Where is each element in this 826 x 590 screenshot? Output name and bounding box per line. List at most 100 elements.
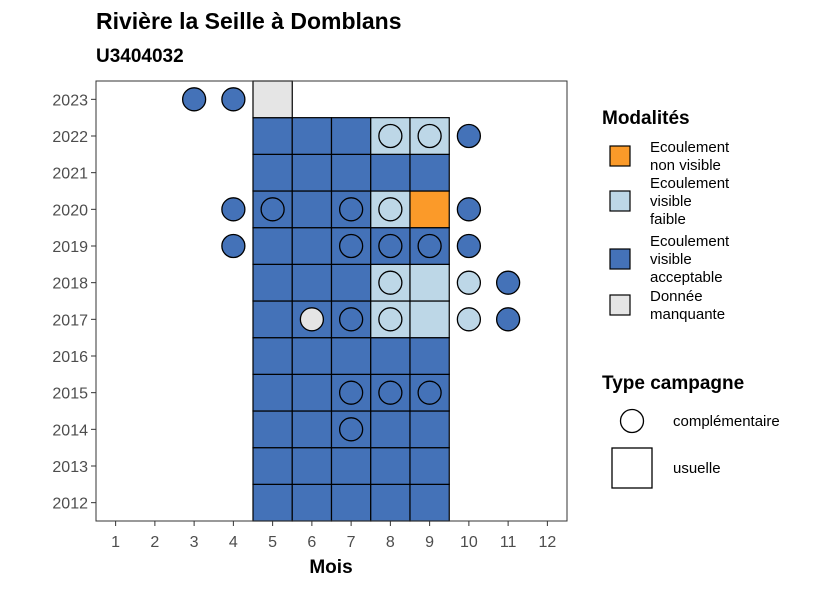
legend-key-visible_faible: [609, 190, 631, 212]
legend-label-non_visible: Ecoulement non visible: [650, 139, 730, 174]
x-tick-label-3: 3: [190, 534, 199, 551]
x-tick-label-9: 9: [425, 534, 434, 551]
y-tick-label-2017: 2017: [52, 312, 88, 329]
tile-2012-9: [409, 483, 450, 522]
tile-2018-6: [291, 263, 333, 302]
tile-2018-5: [252, 263, 293, 302]
tile-2021-6: [291, 153, 333, 192]
x-tick-label-2: 2: [150, 534, 159, 551]
y-tick-label-2023: 2023: [52, 92, 88, 109]
tile-2012-7: [330, 483, 372, 522]
usual-campaign-tiles: [252, 80, 450, 522]
y-tick-label-2018: 2018: [52, 276, 88, 293]
tile-2023-5: [252, 80, 293, 119]
legend-label-visible_acceptable: Ecoulement visible acceptable: [650, 233, 730, 286]
tile-2014-6: [291, 410, 333, 449]
tile-2016-6: [291, 337, 333, 375]
x-tick-label-4: 4: [229, 534, 238, 551]
legend-title-type: Type campagne: [602, 373, 744, 394]
point-2019-9: [417, 233, 442, 259]
tile-2019-6: [291, 227, 333, 265]
legend-label-visible_faible: Ecoulement visible faible: [650, 175, 730, 228]
x-tick-label-12: 12: [538, 534, 556, 551]
tile-2014-9: [409, 410, 450, 449]
x-tick-label-6: 6: [307, 534, 316, 551]
point-2023-4: [221, 87, 246, 112]
tile-2013-9: [409, 447, 450, 485]
legend-type: complémentaire usuelle: [611, 408, 780, 489]
point-2019-8: [378, 233, 403, 259]
y-tick-label-2016: 2016: [52, 349, 88, 366]
legend-key-manquante: [609, 294, 631, 316]
tile-2021-7: [330, 153, 372, 192]
point-2017-7: [338, 307, 364, 332]
point-2018-11: [495, 270, 521, 295]
legend-key-usuelle: [611, 447, 653, 489]
y-tick-label-2013: 2013: [52, 459, 88, 476]
tile-2016-5: [252, 337, 293, 375]
x-axis: 1 2 3 4 5 6 7 8 9 10 11 12: [111, 521, 556, 551]
tile-2022-7: [330, 117, 372, 155]
point-2020-7: [338, 197, 364, 222]
legend-key-complementaire: [619, 408, 645, 434]
tile-2012-6: [291, 483, 333, 522]
y-tick-label-2019: 2019: [52, 239, 88, 256]
point-2022-9: [417, 123, 442, 149]
tile-2022-6: [291, 117, 333, 155]
legend-title-modalites: Modalités: [602, 108, 690, 129]
chart-title: Rivière la Seille à Domblans: [96, 8, 402, 34]
point-2015-8: [378, 380, 403, 405]
tile-2013-8: [370, 447, 411, 485]
point-2018-10: [456, 270, 482, 295]
point-2023-3: [181, 87, 207, 112]
y-tick-label-2021: 2021: [52, 166, 88, 183]
point-2014-7: [338, 417, 364, 442]
x-tick-label-10: 10: [460, 534, 478, 551]
point-2017-8: [378, 307, 403, 332]
point-2017-6: [299, 307, 325, 332]
x-tick-label-1: 1: [111, 534, 120, 551]
tile-2017-5: [252, 300, 293, 339]
point-2018-8: [378, 270, 403, 295]
point-2020-5: [260, 197, 285, 222]
tile-2019-5: [252, 227, 293, 265]
y-tick-label-2020: 2020: [52, 202, 88, 219]
point-2015-7: [338, 380, 364, 405]
point-2020-10: [456, 197, 482, 222]
point-2022-10: [456, 123, 482, 149]
point-2020-4: [221, 197, 246, 222]
tile-2013-5: [252, 447, 293, 485]
y-tick-label-2015: 2015: [52, 386, 88, 403]
tile-2021-8: [370, 153, 411, 192]
tile-2012-8: [370, 483, 411, 522]
y-axis: 2012 2013 2014 2015 2016 2017 2018 2019 2020 2021…: [52, 92, 96, 513]
x-tick-label-8: 8: [386, 534, 395, 551]
x-axis-title: Mois: [309, 557, 352, 578]
tile-2016-9: [409, 337, 450, 375]
point-2019-7: [338, 233, 364, 259]
legend-label-manquante: Donnée manquante: [650, 288, 725, 323]
legend: Modalités Ecoulement non visibleEcoulemen…: [602, 108, 780, 489]
tile-2014-8: [370, 410, 411, 449]
tile-2016-7: [330, 337, 372, 375]
chart-subtitle: U3404032: [96, 46, 184, 67]
x-tick-label-7: 7: [347, 534, 356, 551]
tile-2018-9: [409, 263, 450, 302]
tile-2013-7: [330, 447, 372, 485]
tile-2015-5: [252, 373, 293, 412]
tile-2013-6: [291, 447, 333, 485]
tile-2014-5: [252, 410, 293, 449]
legend-label-square: usuelle: [673, 460, 721, 477]
y-tick-label-2014: 2014: [52, 422, 88, 439]
point-2017-11: [495, 307, 521, 332]
tile-2020-9: [409, 190, 450, 229]
legend-key-non_visible: [609, 145, 631, 167]
point-2020-8: [378, 197, 403, 222]
tile-2015-6: [291, 373, 333, 412]
point-2015-9: [417, 380, 442, 405]
tile-2022-5: [252, 117, 293, 155]
tile-2018-7: [330, 263, 372, 302]
x-tick-label-5: 5: [268, 534, 277, 551]
